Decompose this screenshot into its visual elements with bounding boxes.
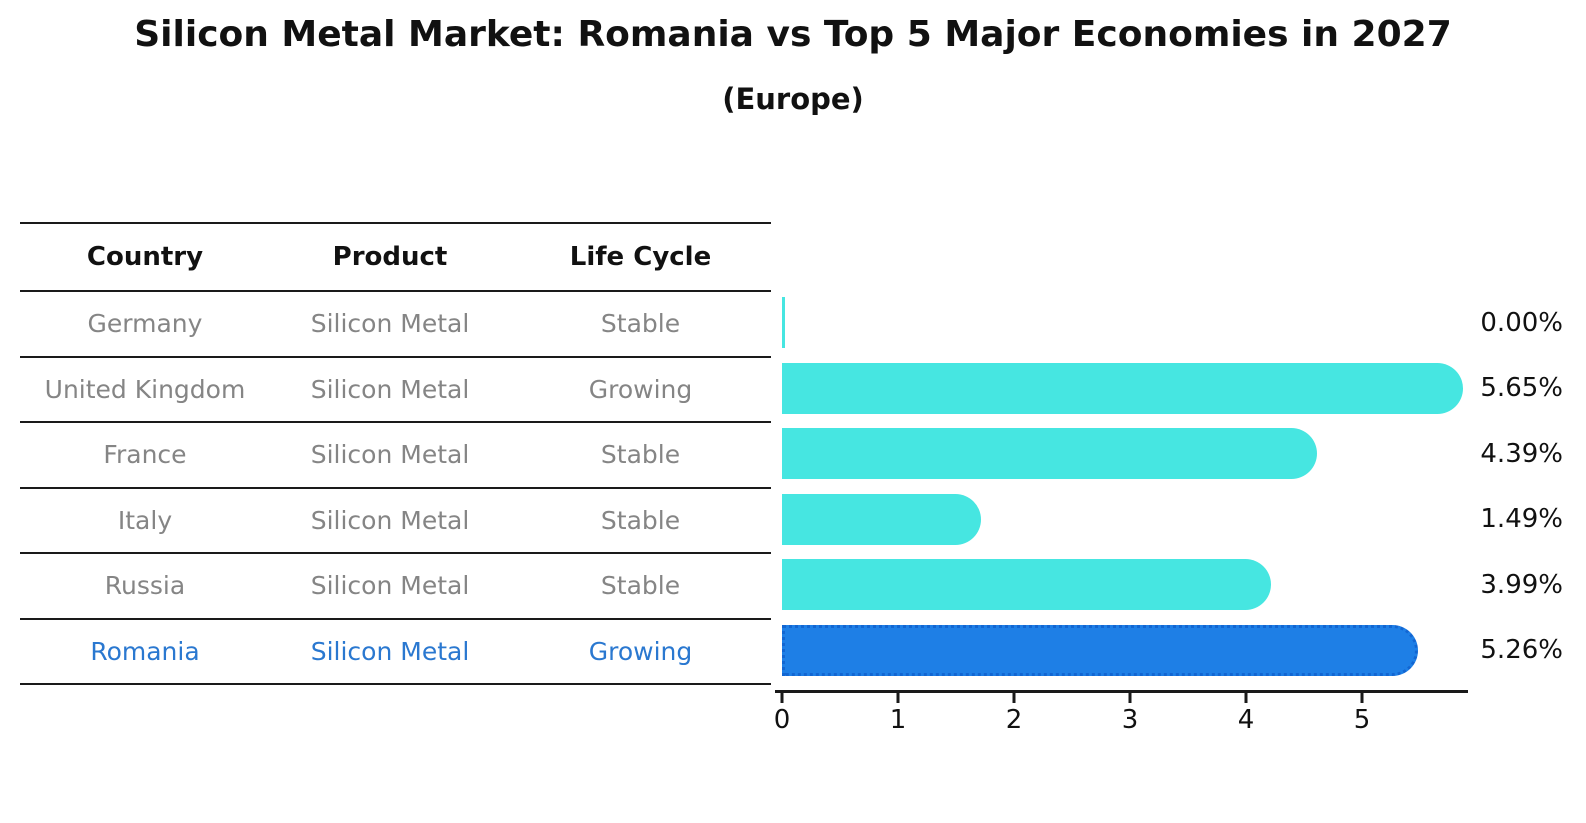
x-axis-tick-label: 2 xyxy=(1005,705,1023,735)
x-axis-tick-label: 4 xyxy=(1237,705,1255,735)
bar-row xyxy=(782,421,1542,487)
table-row-france: France Silicon Metal Stable xyxy=(20,423,771,489)
x-axis-tick xyxy=(780,693,784,703)
cell-country: Italy xyxy=(117,505,173,535)
cell-life-cycle: Stable xyxy=(600,505,681,535)
cell-country: Germany xyxy=(87,309,203,339)
col-header-product: Product xyxy=(332,242,448,272)
x-axis-tick xyxy=(1128,693,1132,703)
bar-row xyxy=(782,290,1542,356)
table-row-romania-highlighted: Romania Silicon Metal Growing xyxy=(20,620,771,685)
value-label-united-kingdom: 5.65% xyxy=(1480,373,1563,404)
cell-life-cycle: Growing xyxy=(588,636,693,666)
cell-country: Russia xyxy=(104,571,186,601)
cell-product: Silicon Metal xyxy=(310,505,470,535)
cell-life-cycle: Stable xyxy=(600,571,681,601)
col-header-country: Country xyxy=(86,242,204,272)
cell-product: Silicon Metal xyxy=(310,440,470,470)
x-axis: 0 1 2 3 4 5 xyxy=(773,690,1475,750)
bar-germany xyxy=(782,297,785,349)
bar-russia xyxy=(782,559,1271,611)
chart-subtitle: (Europe) xyxy=(722,82,864,116)
x-axis-tick xyxy=(896,693,900,703)
value-label-column: 0.00% 5.65% 4.39% 1.49% 3.99% 5.26% xyxy=(1475,290,1563,683)
bar-row xyxy=(782,552,1542,618)
cell-life-cycle: Stable xyxy=(600,309,681,339)
chart-title: Silicon Metal Market: Romania vs Top 5 M… xyxy=(134,14,1452,55)
cell-product: Silicon Metal xyxy=(310,309,470,339)
bar-italy xyxy=(782,493,981,545)
x-axis-tick-label: 0 xyxy=(773,705,791,735)
cell-country: France xyxy=(103,440,187,470)
cell-life-cycle: Growing xyxy=(588,374,693,404)
x-axis-tick xyxy=(1244,693,1248,703)
bar-row xyxy=(782,618,1542,684)
table-row-italy: Italy Silicon Metal Stable xyxy=(20,489,771,554)
bar-plot-area xyxy=(782,290,1542,683)
bar-united-kingdom xyxy=(782,362,1464,414)
table-header-row: Country Product Life Cycle xyxy=(20,222,771,292)
cell-life-cycle: Stable xyxy=(600,440,681,470)
x-axis-tick xyxy=(1012,693,1016,703)
x-axis-line xyxy=(775,690,1468,693)
value-label-russia: 3.99% xyxy=(1480,569,1563,600)
bar-france xyxy=(782,428,1318,480)
table-row-russia: Russia Silicon Metal Stable xyxy=(20,554,771,620)
cell-product: Silicon Metal xyxy=(310,571,470,601)
country-table: Country Product Life Cycle Germany Silic… xyxy=(20,222,771,685)
x-axis-tick-label: 5 xyxy=(1353,705,1371,735)
bar-romania-highlighted xyxy=(782,624,1419,676)
table-row-united-kingdom: United Kingdom Silicon Metal Growing xyxy=(20,358,771,423)
value-label-germany: 0.00% xyxy=(1480,307,1563,338)
col-header-life-cycle: Life Cycle xyxy=(569,242,712,272)
cell-product: Silicon Metal xyxy=(310,636,470,666)
x-axis-tick xyxy=(1360,693,1364,703)
value-label-romania: 5.26% xyxy=(1480,635,1563,666)
x-axis-tick-label: 1 xyxy=(889,705,907,735)
bar-row xyxy=(782,487,1542,553)
cell-country: Romania xyxy=(90,636,200,666)
bar-row xyxy=(782,356,1542,422)
value-label-france: 4.39% xyxy=(1480,438,1563,469)
cell-country: United Kingdom xyxy=(44,374,246,404)
cell-product: Silicon Metal xyxy=(310,374,470,404)
table-row-germany: Germany Silicon Metal Stable xyxy=(20,292,771,358)
value-label-italy: 1.49% xyxy=(1480,504,1563,535)
x-axis-tick-label: 3 xyxy=(1121,705,1139,735)
